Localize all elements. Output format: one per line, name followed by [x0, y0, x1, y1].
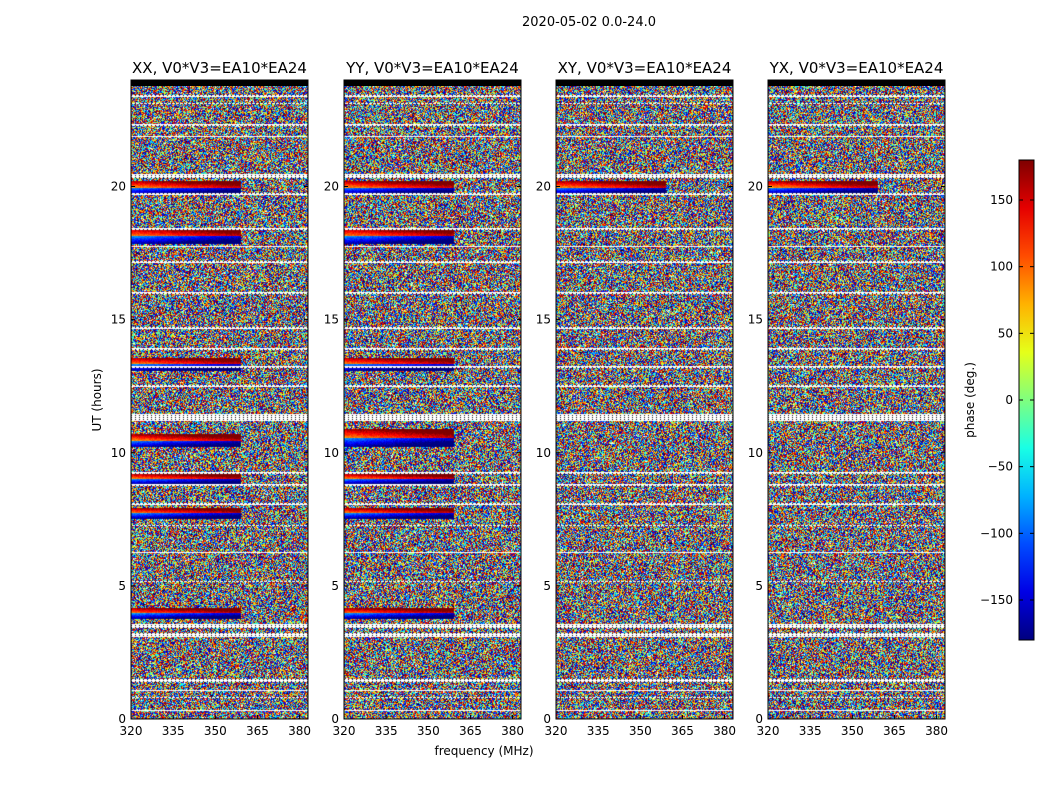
figure-title: 2020-05-02 0.0-24.0 [522, 15, 656, 30]
y-tick-label: 5 [543, 579, 551, 593]
x-tick-label: 380 [925, 724, 948, 738]
y-tick-label: 20 [111, 180, 126, 194]
panel-yy: YY, V0*V3=EA10*EA24 320 335 350 365 380 0 5 10 15… [324, 59, 524, 738]
y-tick-label: 0 [755, 712, 763, 726]
y-tick-label: 5 [755, 579, 763, 593]
y-tick-label: 20 [748, 180, 763, 194]
y-tick-label: 10 [324, 446, 339, 460]
x-tick-label: 365 [671, 724, 694, 738]
x-tick-label: 365 [246, 724, 269, 738]
colorbar-tick-label: 0 [1005, 393, 1013, 407]
y-tick-label: 0 [118, 712, 126, 726]
colorbar-tick-label: 50 [998, 326, 1013, 340]
flagged-top-bar [768, 80, 945, 86]
x-tick-label: 335 [587, 724, 610, 738]
panels-group: XX, V0*V3=EA10*EA24 320 335 350 365 380 0 5 10 15… [111, 59, 948, 738]
colorbar-tick-label: 150 [990, 193, 1013, 207]
y-tick-label: 10 [748, 446, 763, 460]
heatmap-yx [768, 86, 945, 719]
colorbar-tick-label: 100 [990, 260, 1013, 274]
panel-title: XY, V0*V3=EA10*EA24 [558, 59, 732, 77]
x-tick-label: 380 [288, 724, 311, 738]
flagged-top-bar [344, 80, 521, 86]
axes-frame [767, 79, 946, 720]
panel-xy: XY, V0*V3=EA10*EA24 320 335 350 365 380 0 5 10 15… [536, 59, 736, 738]
y-tick-label: 0 [543, 712, 551, 726]
x-tick-label: 335 [799, 724, 822, 738]
y-tick-label: 15 [748, 313, 763, 327]
y-tick-label: 15 [536, 313, 551, 327]
heatmap-xx [131, 86, 308, 719]
x-tick-label: 320 [545, 724, 568, 738]
colorbar-tick-label: −50 [988, 460, 1013, 474]
y-axis-label: UT (hours) [90, 368, 104, 431]
x-tick-label: 380 [713, 724, 736, 738]
x-tick-label: 350 [841, 724, 864, 738]
x-tick-label: 380 [501, 724, 524, 738]
x-tick-label: 350 [204, 724, 227, 738]
panel-title: XX, V0*V3=EA10*EA24 [132, 59, 307, 77]
y-tick-label: 5 [331, 579, 339, 593]
flagged-top-bar [556, 80, 733, 86]
y-tick-label: 15 [111, 313, 126, 327]
x-tick-label: 365 [883, 724, 906, 738]
colorbar: 150 100 50 0 −50 −100 −150 [980, 159, 1035, 641]
x-tick-label: 335 [162, 724, 185, 738]
axes-frame [130, 79, 309, 720]
y-tick-label: 20 [536, 180, 551, 194]
y-tick-label: 20 [324, 180, 339, 194]
axes-frame [555, 79, 734, 720]
heatmap-yy [344, 86, 521, 719]
y-tick-label: 0 [331, 712, 339, 726]
panel-title: YX, V0*V3=EA10*EA24 [769, 59, 944, 77]
x-tick-label: 350 [629, 724, 652, 738]
x-axis-label: frequency (MHz) [434, 744, 533, 758]
y-tick-label: 10 [111, 446, 126, 460]
x-tick-label: 365 [459, 724, 482, 738]
flagged-top-bar [131, 80, 308, 86]
x-tick-label: 320 [757, 724, 780, 738]
panel-title: YY, V0*V3=EA10*EA24 [345, 59, 519, 77]
panel-yx: YX, V0*V3=EA10*EA24 320 335 350 365 380 0 5 10 15… [748, 59, 948, 738]
colorbar-label: phase (deg.) [963, 362, 977, 438]
colorbar-tick-label: −150 [980, 593, 1013, 607]
colorbar-tick-label: −100 [980, 526, 1013, 540]
x-tick-label: 335 [375, 724, 398, 738]
y-tick-label: 10 [536, 446, 551, 460]
y-tick-label: 15 [324, 313, 339, 327]
x-tick-label: 320 [333, 724, 356, 738]
x-tick-label: 320 [120, 724, 143, 738]
x-tick-label: 350 [417, 724, 440, 738]
y-tick-label: 5 [118, 579, 126, 593]
panel-xx: XX, V0*V3=EA10*EA24 320 335 350 365 380 0 5 10 15… [111, 59, 311, 738]
heatmap-xy [556, 86, 733, 719]
axes-frame [343, 79, 522, 720]
